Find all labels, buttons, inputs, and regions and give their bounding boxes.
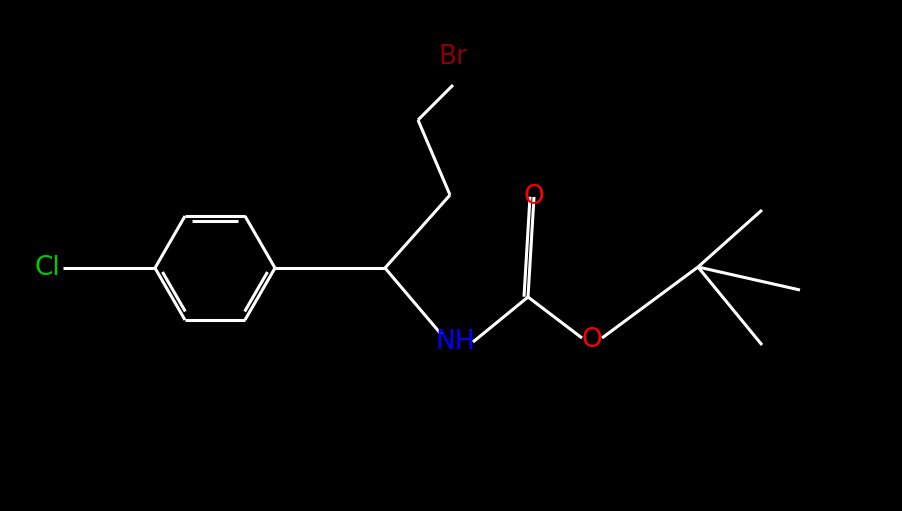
Text: NH: NH	[435, 329, 474, 355]
Text: O: O	[524, 184, 545, 210]
Text: O: O	[582, 327, 603, 353]
Text: Cl: Cl	[34, 255, 60, 281]
Text: Br: Br	[438, 44, 467, 70]
